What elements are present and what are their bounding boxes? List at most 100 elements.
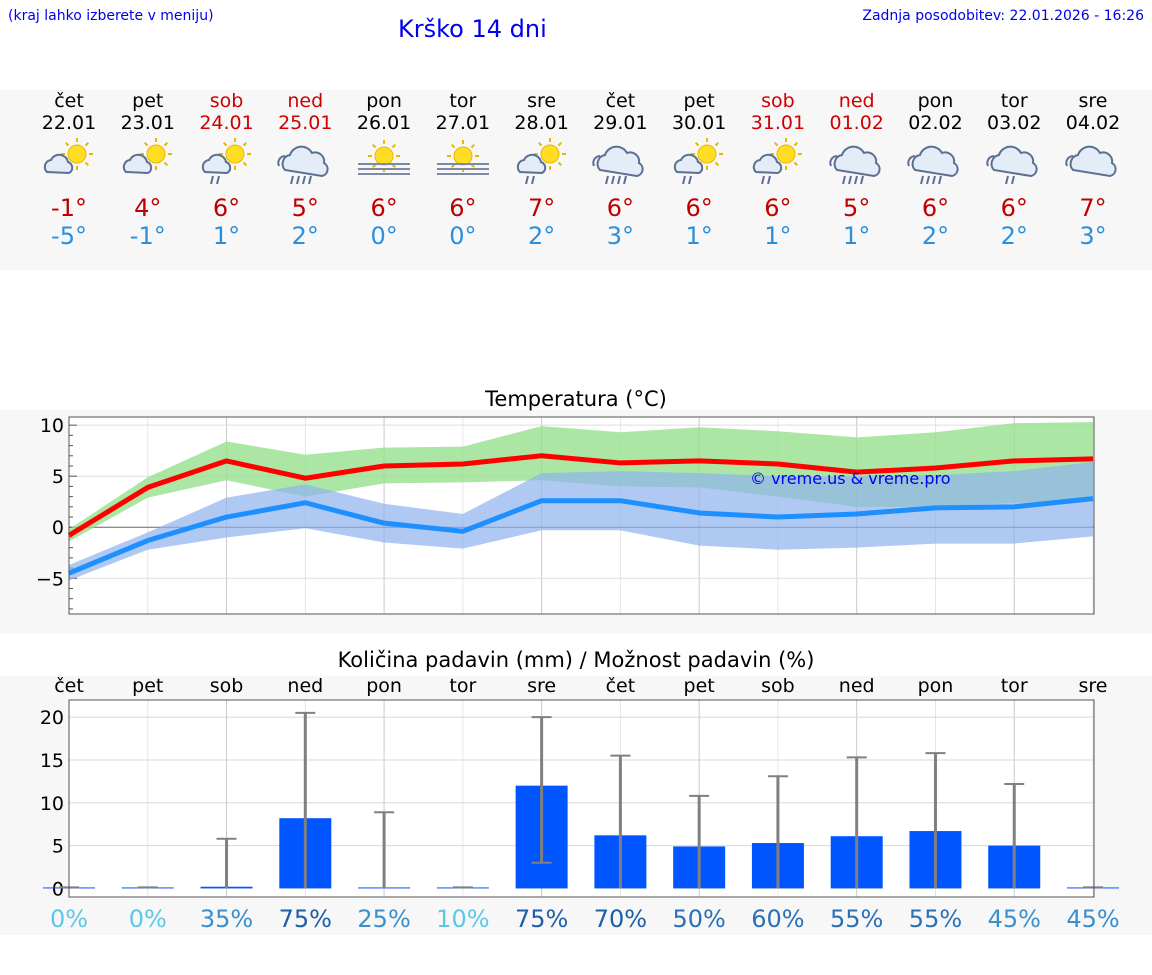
day-date: 04.02 (1065, 112, 1121, 134)
x-category-label: sre (527, 675, 556, 697)
day-name: ned (287, 90, 324, 112)
cloud-rain-light-icon (986, 145, 1038, 185)
min-temperature: -1° (129, 222, 166, 250)
precipitation-chart: 20 15 10 5 0 čet pet sob ned pon tor sre čet pet sob ne… (40, 675, 1120, 933)
day-date: 24.01 (199, 112, 254, 134)
chance-of-precipitation-label: 50% (672, 905, 725, 933)
x-category-label: ned (287, 675, 323, 697)
chance-of-precipitation-label: 75% (515, 905, 568, 933)
sun-fog-icon (358, 140, 411, 175)
day-name: ned (838, 90, 875, 112)
chance-of-precipitation-label: 60% (751, 905, 804, 933)
day-name: sre (527, 90, 557, 112)
min-temperature: 2° (921, 222, 950, 250)
x-category-label: čet (606, 675, 636, 697)
max-temperature: 7° (1079, 194, 1107, 222)
forecast-day: čet 29.01 6° 3° (580, 90, 660, 250)
y-tick-label: 5 (52, 466, 64, 488)
forecast-day: pet 30.01 6° 1° (659, 90, 739, 250)
forecast-day: sre 04.02 7° 3° (1053, 90, 1133, 250)
chance-of-precipitation-label: 25% (357, 905, 410, 933)
sun-shape (218, 138, 251, 170)
chance-of-precipitation-label: 0% (50, 905, 88, 933)
y-tick-label: 15 (40, 750, 64, 772)
sun-cloud-rain-icon (516, 138, 566, 185)
min-temperature: 0° (449, 222, 477, 250)
max-temperature: 6° (449, 194, 477, 222)
forecast-day: sob 31.01 6° 1° (738, 90, 818, 250)
day-name: sob (761, 90, 795, 112)
day-name: sob (209, 90, 244, 112)
cloud-rain-icon (277, 145, 329, 185)
x-category-label: čet (54, 675, 84, 697)
sun-cloud-rain-icon (201, 138, 251, 185)
forecast-day: tor 27.01 6° 0° (423, 90, 503, 250)
day-name: čet (605, 90, 636, 112)
min-range-band (69, 461, 1094, 581)
day-name: tor (1000, 90, 1028, 112)
chance-of-precipitation-label: 55% (830, 905, 883, 933)
max-temperature: 5° (843, 194, 871, 222)
forecast-day: sre 28.01 7° 2° (502, 90, 582, 250)
forecast-day: pet 23.01 4° -1° (108, 90, 188, 250)
chance-of-precipitation-label: 35% (200, 905, 253, 933)
precipitation-chart-title: Količina padavin (mm) / Možnost padavin … (337, 648, 815, 672)
y-tick-label: 10 (40, 415, 64, 437)
max-temperature: 4° (134, 194, 162, 222)
max-temperature: 5° (291, 194, 319, 222)
chance-of-precipitation-label: 45% (1066, 905, 1119, 933)
forecast-day: čet 22.01 -1° -5° (29, 90, 109, 250)
sun-shape (368, 140, 401, 172)
forecast-day: pon 02.02 6° 2° (895, 90, 975, 250)
max-temperature: 6° (606, 194, 635, 222)
day-name: pon (366, 90, 402, 112)
y-tick-label: 10 (40, 793, 64, 815)
x-category-label: sre (1079, 675, 1108, 697)
day-date: 30.01 (671, 112, 727, 134)
min-temperature: 1° (685, 222, 713, 250)
day-date: 22.01 (41, 112, 97, 134)
min-temperature: -5° (51, 222, 87, 250)
x-category-label: tor (449, 675, 476, 697)
min-temperature: 1° (764, 222, 792, 250)
min-temperature: 0° (370, 222, 398, 250)
forecast-band (0, 90, 1152, 270)
max-temperature-line (67, 453, 1094, 538)
day-date: 01.02 (829, 112, 884, 134)
day-name: sre (1078, 90, 1108, 112)
day-date: 23.01 (120, 112, 175, 134)
x-category-label: pon (366, 675, 402, 697)
x-category-label: pon (918, 675, 954, 697)
chance-of-precipitation-label: 45% (988, 905, 1041, 933)
day-date: 27.01 (435, 112, 491, 134)
x-category-label: tor (1001, 675, 1028, 697)
sun-shape (61, 138, 93, 170)
forecast-day: ned 01.02 5° 1° (817, 90, 897, 250)
y-tick-label: 0 (52, 878, 64, 900)
chance-of-precipitation-label: 10% (436, 905, 489, 933)
day-date: 28.01 (514, 112, 569, 134)
chance-of-precipitation-label: 75% (279, 905, 332, 933)
day-date: 31.01 (750, 112, 806, 134)
min-temperature: 2° (527, 222, 556, 250)
last-updated: Zadnja posodobitev: 22.01.2026 - 16:26 (862, 8, 1144, 24)
cloud-icon (1065, 145, 1117, 178)
day-date: 02.02 (908, 112, 963, 134)
y-tick-label: 20 (40, 707, 64, 729)
sun-cloud-icon (43, 138, 93, 175)
day-date: 25.01 (278, 112, 333, 134)
plot-border (68, 416, 1095, 615)
x-category-label: sob (761, 675, 795, 697)
day-name: pon (917, 90, 954, 112)
min-temperature-line (68, 496, 1094, 576)
day-name: pet (132, 90, 164, 112)
max-temperature: 6° (1000, 194, 1028, 222)
page-title: Krško 14 dni (398, 15, 547, 43)
max-temperature: 6° (921, 194, 950, 222)
cloud-rain-icon (907, 145, 960, 185)
forecast-day: tor 03.02 6° 2° (974, 90, 1054, 250)
sun-shape (446, 140, 479, 172)
min-temperature: 1° (843, 222, 871, 250)
min-temperature: 1° (212, 222, 241, 250)
max-temperature: -1° (51, 194, 87, 222)
